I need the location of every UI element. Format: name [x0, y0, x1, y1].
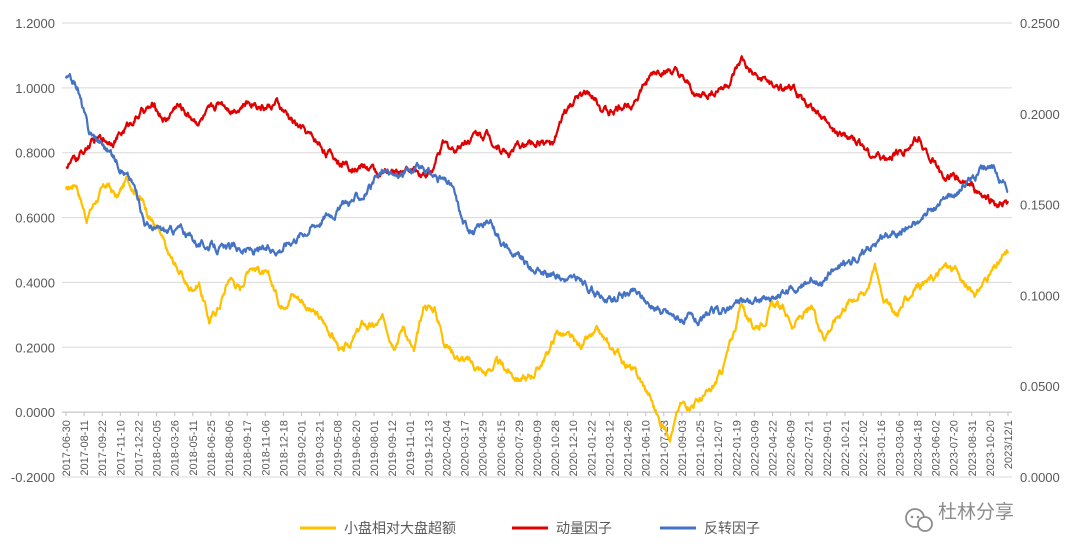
x-tick-label: 2022-10-21: [840, 420, 852, 476]
series-line: [65, 55, 1010, 209]
x-tick-label: 2021-10-25: [695, 420, 707, 476]
x-tick-label: 2017-12-22: [133, 420, 145, 476]
x-tick-label: 2020-12-10: [568, 420, 580, 476]
x-tick-label: 2023-06-02: [931, 420, 943, 476]
x-tick-label: 2018-02-05: [152, 420, 164, 476]
x-tick-label: 2022-07-21: [804, 420, 816, 476]
y-left-tick-label: 0.8000: [15, 146, 55, 161]
y-right-tick-label: 0.1500: [1020, 198, 1060, 213]
y-left-tick-label: -0.2000: [11, 470, 55, 485]
y-left-tick-label: 0.2000: [15, 340, 55, 355]
x-tick-label: 2019-02-01: [297, 420, 309, 476]
x-tick-label: 2018-11-06: [260, 420, 272, 475]
y-left-tick-label: 0.0000: [15, 405, 55, 420]
legend: 小盘相对大盘超额 动量因子 反转因子: [300, 520, 760, 537]
x-tick-label: 2019-11-01: [405, 420, 417, 475]
x-tick-label: 2018-09-17: [242, 420, 254, 476]
x-tick-label: 2020-06-15: [496, 420, 508, 476]
y-right-tick-label: 0.1000: [1020, 288, 1060, 303]
left-y-axis: -0.2000 0.0000 0.2000 0.4000 0.6000 0.8000 1.0…: [11, 16, 55, 485]
y-right-tick-label: 0.2000: [1020, 107, 1060, 122]
x-tick-label: 2020-03-17: [460, 420, 472, 476]
x-tick-label: 2017-11-10: [115, 420, 127, 475]
x-tick-label: 2019-06-20: [351, 420, 363, 476]
x-tick-label: 2022-03-09: [749, 420, 761, 476]
y-left-tick-label: 1.2000: [15, 16, 55, 31]
legend-label: 小盘相对大盘超额: [344, 520, 456, 537]
x-tick-label: 2018-05-11: [188, 420, 200, 475]
x-tick-label: 2017-06-30: [61, 420, 73, 476]
series-line: [64, 72, 1009, 327]
series-lines: [64, 55, 1010, 443]
x-tick-label: 2023/12/1: [1003, 420, 1015, 469]
y-left-tick-label: 0.4000: [15, 275, 55, 290]
x-tick-label: 2019-03-21: [315, 420, 327, 476]
x-tick-label: 2017-08-11: [79, 420, 91, 475]
x-tick-label: 2019-09-12: [387, 420, 399, 476]
x-tick-label: 2018-06-25: [206, 420, 218, 476]
x-tick-label: 2021-12-07: [713, 420, 725, 476]
x-tick-label: 2020-04-29: [478, 420, 490, 476]
x-tick-label: 2020-10-28: [550, 420, 562, 476]
x-tick-label: 2023-07-20: [949, 420, 961, 476]
x-tick-label: 2023-01-16: [876, 420, 888, 476]
x-tick-label: 2021-03-12: [604, 420, 616, 476]
x-tick-label: 2022-12-02: [858, 420, 870, 476]
watermark: 杜林分享: [905, 501, 1014, 532]
x-tick-label: 2020-07-29: [514, 420, 526, 476]
x-tick-label: 2022-09-01: [822, 420, 834, 476]
x-tick-label: 2022-01-19: [731, 420, 743, 476]
x-tick-label: 2023-08-31: [967, 420, 979, 476]
right-y-axis: 0.0000 0.0500 0.1000 0.1500 0.2000 0.2500: [1020, 16, 1060, 485]
wechat-icon: [905, 508, 933, 532]
legend-label: 动量因子: [556, 521, 612, 537]
y-right-tick-label: 0.0000: [1020, 470, 1060, 485]
y-left-tick-label: 1.0000: [15, 81, 55, 96]
x-tick-label: 2018-12-18: [278, 420, 290, 476]
y-right-tick-label: 0.2500: [1020, 16, 1060, 31]
y-right-tick-label: 0.0500: [1020, 379, 1060, 394]
x-tick-label: 2019-05-08: [333, 420, 345, 476]
x-tick-label: 2019-12-13: [423, 420, 435, 476]
x-tick-label: 2021-09-03: [677, 420, 689, 476]
x-tick-label: 2023-03-06: [894, 420, 906, 476]
x-tick-label: 2020-09-09: [532, 420, 544, 476]
x-tick-label: 2022-04-22: [768, 420, 780, 476]
x-tick-label: 2023-04-18: [912, 420, 924, 476]
x-tick-label: 2018-03-26: [170, 420, 182, 476]
x-tick-label: 2017-09-22: [97, 420, 109, 476]
x-tick-label: 2020-02-04: [441, 420, 453, 476]
legend-label: 反转因子: [704, 521, 760, 537]
x-tick-label: 2021-04-26: [623, 420, 635, 476]
watermark-text: 杜林分享: [938, 501, 1014, 523]
y-left-tick-label: 0.6000: [15, 211, 55, 226]
series-line: [64, 175, 1010, 443]
x-tick-label: 2021-06-10: [641, 420, 653, 476]
x-tick-label: 2023-10-20: [985, 420, 997, 476]
x-tick-label: 2022-06-09: [786, 420, 798, 476]
x-tick-label: 2021-01-22: [586, 420, 598, 476]
x-tick-label: 2018-08-06: [224, 420, 236, 476]
x-axis: 2017-06-30 2017-08-11 2017-09-22 2017-11-10…: [61, 411, 1015, 476]
x-tick-label: 2019-08-01: [369, 420, 381, 476]
